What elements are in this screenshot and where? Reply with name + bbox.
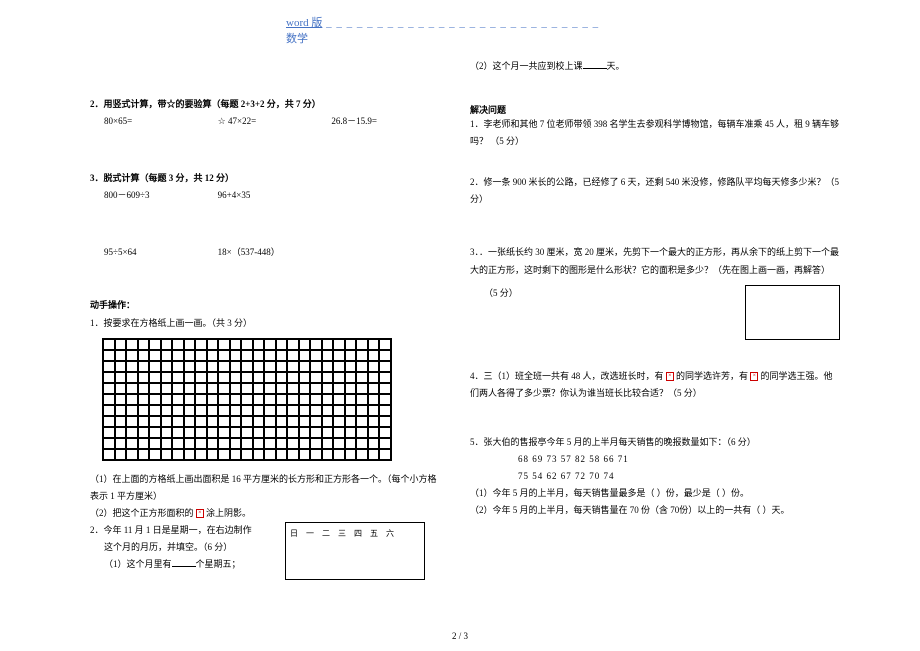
header-dashes: _ _ _ _ _ _ _ _ _ _ _ _ _ _ _ _ _ _ _ _ … bbox=[322, 17, 599, 29]
fraction-icon: × bbox=[196, 509, 204, 518]
q1: 1．李老师和其他 7 位老师带领 398 名学生去参观科学博物馆，每辆车准乘 4… bbox=[470, 116, 840, 150]
s3-a: 800－609÷3 bbox=[104, 187, 218, 204]
header-math: 数学 bbox=[286, 33, 308, 45]
s3-title: 3．脱式计算（每题 3 分，共 12 分） bbox=[90, 170, 445, 187]
paper-rect bbox=[745, 285, 840, 340]
hands-q1a: （1）在上面的方格纸上画出面积是 16 平方厘米的长方形和正方形各一个。（每个小… bbox=[90, 471, 445, 505]
hands-q1: 1．按要求在方格纸上画一画。（共 3 分） bbox=[90, 315, 445, 332]
q4-mid: 的同学选许芳，有 bbox=[674, 371, 751, 381]
left-column: 2．用竖式计算，带☆的要验算（每题 2+3+2 分，共 7 分） 80×65= … bbox=[90, 96, 445, 585]
hands-q1b: （2）把这个正方形面积的 × 涂上阴影。 bbox=[90, 505, 445, 522]
grid-paper bbox=[102, 338, 392, 461]
q4-pre: 4．三（1）班全班一共有 48 人，改选班长时，有 bbox=[470, 371, 666, 381]
calendar-header: 日 一 二 三 四 五 六 bbox=[290, 529, 397, 538]
s3-d: 18×（537-448） bbox=[218, 244, 332, 261]
top-line: （2）这个月一共应到校上课 天。 bbox=[470, 58, 840, 75]
q2c-pre: （1）这个月里有 bbox=[104, 559, 172, 569]
page-number: 2 / 3 bbox=[452, 631, 468, 641]
section-2: 2．用竖式计算，带☆的要验算（每题 2+3+2 分，共 7 分） 80×65= … bbox=[90, 96, 445, 130]
q1b-pre: （2）把这个正方形面积的 bbox=[90, 508, 196, 518]
s2-b: ☆ 47×22= bbox=[218, 113, 332, 130]
s3-b: 96+4×35 bbox=[218, 187, 332, 204]
q2: 2．修一条 900 米长的公路，已经修了 6 天，还剩 540 米没修，修路队平… bbox=[470, 174, 840, 208]
data-row-1: 68 69 73 57 82 58 66 71 bbox=[470, 451, 840, 468]
data-row-2: 75 54 62 67 72 70 74 bbox=[470, 468, 840, 485]
q5: 5．张大伯的售报亭今年 5 月的上半月每天销售的晚报数量如下：（6 分） 68 … bbox=[470, 434, 840, 519]
s3-c: 95÷5×64 bbox=[104, 244, 218, 261]
fraction-icon: × bbox=[666, 372, 674, 381]
q1b-post: 涂上阴影。 bbox=[204, 508, 251, 518]
top-post: 天。 bbox=[607, 61, 625, 71]
s2-a: 80×65= bbox=[104, 113, 218, 130]
q5-title: 5．张大伯的售报亭今年 5 月的上半月每天销售的晚报数量如下：（6 分） bbox=[470, 434, 840, 451]
q5a: （1）今年 5 月的上半月，每天销售量最多是（ ）份，最少是（ ）份。 bbox=[470, 485, 840, 502]
calendar-box: 日 一 二 三 四 五 六 bbox=[285, 522, 425, 580]
q4: 4．三（1）班全班一共有 48 人，改选班长时，有 × 的同学选许芳，有 × 的… bbox=[470, 368, 840, 402]
solve-title: 解决问题 bbox=[470, 103, 840, 116]
blank-field bbox=[172, 557, 196, 567]
top-pre: （2）这个月一共应到校上课 bbox=[470, 61, 583, 71]
section-3: 3．脱式计算（每题 3 分，共 12 分） 800－609÷3 96+4×35 … bbox=[90, 170, 445, 261]
q3-points: （5 分） bbox=[470, 285, 745, 302]
q3: 3．．一张纸长约 30 厘米，宽 20 厘米，先剪下一个最大的正方形，再从余下的… bbox=[470, 244, 840, 339]
s2-c: 26.8－15.9= bbox=[331, 113, 445, 130]
hands-title: 动手操作： bbox=[90, 297, 445, 314]
right-column: （2）这个月一共应到校上课 天。 解决问题 1．李老师和其他 7 位老师带领 39… bbox=[470, 58, 840, 531]
s2-title: 2．用竖式计算，带☆的要验算（每题 2+3+2 分，共 7 分） bbox=[90, 96, 445, 113]
q2c-post: 个星期五； bbox=[196, 559, 241, 569]
blank-field bbox=[583, 59, 607, 69]
section-hands: 动手操作： 1．按要求在方格纸上画一画。（共 3 分） （1）在上面的方格纸上画… bbox=[90, 297, 445, 573]
page-header: word 版 _ _ _ _ _ _ _ _ _ _ _ _ _ _ _ _ _… bbox=[286, 14, 600, 46]
q3-text: 3．．一张纸长约 30 厘米，宽 20 厘米，先剪下一个最大的正方形，再从余下的… bbox=[470, 244, 840, 278]
header-word: word 版 bbox=[286, 17, 322, 29]
q5b: （2）今年 5 月的上半月，每天销售量在 70 份（含 70份）以上的一共有（ … bbox=[470, 502, 840, 519]
